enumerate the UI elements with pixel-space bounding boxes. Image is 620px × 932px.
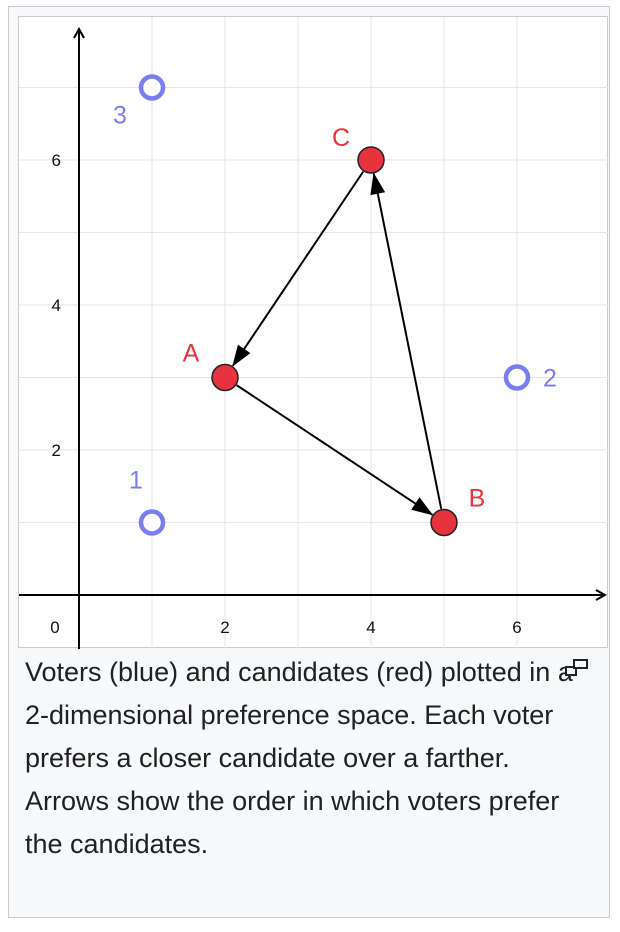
figure-thumbnail: 0 2 4 6 2 4 6 1 2 3 A B C Voters (blue) and candidat… [8, 6, 610, 918]
x-tick-label: 2 [220, 618, 229, 637]
preference-arrow-b-c [370, 172, 443, 509]
magnify-icon-small-box [565, 666, 577, 676]
y-tick-label: 6 [52, 151, 61, 170]
voter-point [138, 74, 166, 101]
y-tick-label: 2 [52, 441, 61, 460]
candidate-point [430, 508, 458, 537]
voter-label: 1 [129, 467, 143, 495]
x-tick-label: 6 [512, 618, 521, 637]
plot-area[interactable]: 0 2 4 6 2 4 6 1 2 3 A B C [18, 16, 609, 649]
y-tick-label: 4 [52, 296, 61, 315]
figure-caption: Voters (blue) and candidates (red) plott… [25, 657, 573, 859]
magnify-icon-large-box [573, 659, 588, 669]
voter-point [503, 364, 531, 391]
voter-point [138, 509, 166, 536]
candidate-label: C [332, 124, 350, 152]
origin-tick-label: 0 [50, 618, 59, 637]
preference-arrow-c-a [231, 171, 365, 367]
x-tick-label: 4 [366, 618, 375, 637]
preference-arrow-a-b [236, 384, 434, 516]
candidate-point [357, 146, 385, 174]
voter-label: 2 [543, 365, 557, 393]
voter-label: 3 [113, 102, 127, 130]
candidate-point [211, 363, 239, 392]
candidate-label: A [183, 340, 200, 368]
magnify-icon[interactable] [565, 658, 589, 680]
preference-space-chart: 0 2 4 6 2 4 6 1 2 3 A B C [19, 17, 609, 649]
candidate-label: B [469, 485, 486, 513]
